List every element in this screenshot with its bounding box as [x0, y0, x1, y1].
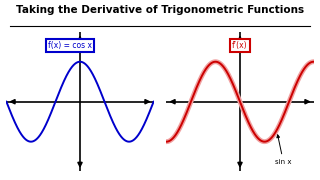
Text: sin x: sin x — [275, 135, 292, 165]
Text: f’(x): f’(x) — [232, 41, 248, 50]
Text: Taking the Derivative of Trigonometric Functions: Taking the Derivative of Trigonometric F… — [16, 5, 304, 15]
Text: f(x) = cos x: f(x) = cos x — [48, 41, 92, 50]
